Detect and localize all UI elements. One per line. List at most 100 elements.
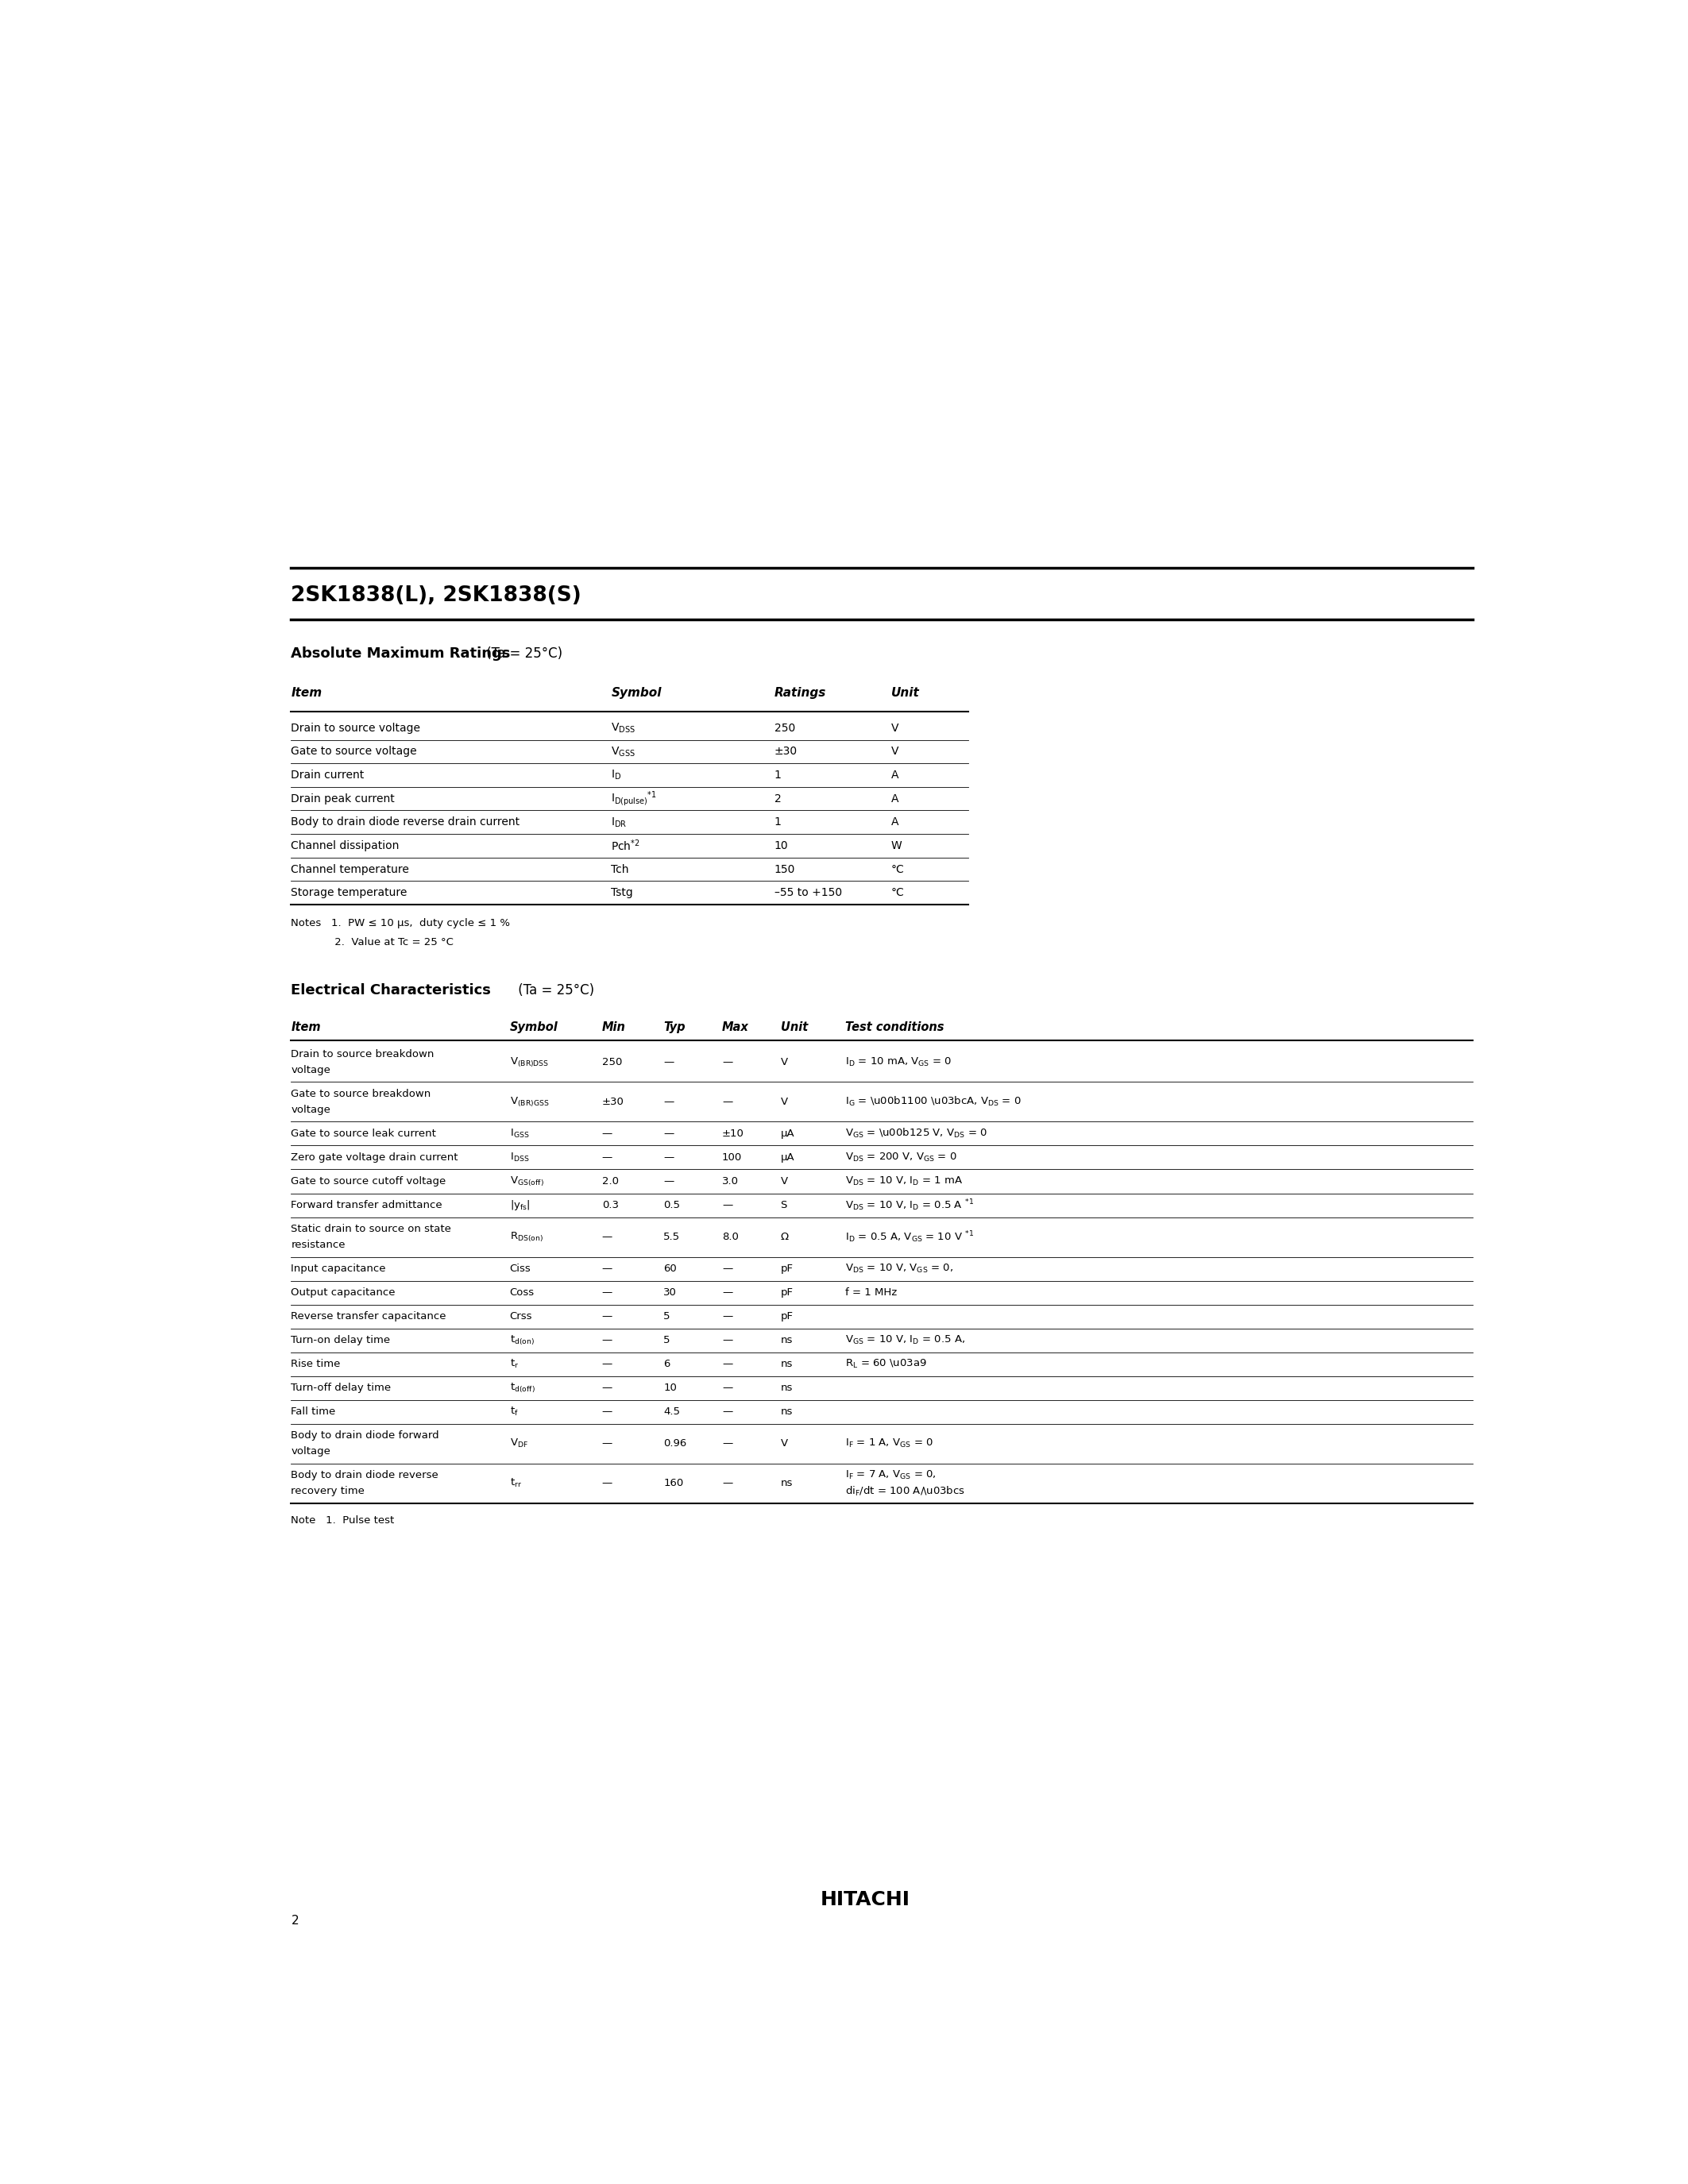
Text: Storage temperature: Storage temperature — [290, 887, 407, 898]
Text: Zero gate voltage drain current: Zero gate voltage drain current — [290, 1153, 457, 1162]
Text: 5: 5 — [663, 1310, 670, 1321]
Text: 2.0: 2.0 — [603, 1177, 618, 1186]
Text: ns: ns — [780, 1334, 793, 1345]
Text: —: — — [722, 1310, 733, 1321]
Text: Body to drain diode forward: Body to drain diode forward — [290, 1431, 439, 1441]
Text: pF: pF — [780, 1265, 793, 1273]
Text: t$_\mathregular{r}$: t$_\mathregular{r}$ — [510, 1358, 518, 1369]
Text: —: — — [603, 1153, 613, 1162]
Text: 4.5: 4.5 — [663, 1406, 680, 1417]
Text: —: — — [722, 1199, 733, 1210]
Text: V$_\mathregular{GS(off)}$: V$_\mathregular{GS(off)}$ — [510, 1175, 544, 1188]
Text: —: — — [722, 1289, 733, 1297]
Text: μA: μA — [780, 1153, 795, 1162]
Text: Note   1.  Pulse test: Note 1. Pulse test — [290, 1516, 395, 1527]
Text: Body to drain diode reverse drain current: Body to drain diode reverse drain curren… — [290, 817, 520, 828]
Text: 10: 10 — [775, 841, 788, 852]
Text: I$_\mathregular{D}$ = 0.5 A, V$_\mathregular{GS}$ = 10 V $^{*1}$: I$_\mathregular{D}$ = 0.5 A, V$_\mathreg… — [846, 1230, 974, 1245]
Text: °C: °C — [891, 887, 905, 898]
Text: Reverse transfer capacitance: Reverse transfer capacitance — [290, 1310, 446, 1321]
Text: Typ: Typ — [663, 1020, 685, 1033]
Text: ns: ns — [780, 1406, 793, 1417]
Text: —: — — [603, 1265, 613, 1273]
Text: ns: ns — [780, 1382, 793, 1393]
Text: I$_\mathregular{D(pulse)}$$^{*1}$: I$_\mathregular{D(pulse)}$$^{*1}$ — [611, 791, 657, 808]
Text: Crss: Crss — [510, 1310, 532, 1321]
Text: 1: 1 — [775, 817, 782, 828]
Text: 250: 250 — [603, 1057, 623, 1068]
Text: 8.0: 8.0 — [722, 1232, 739, 1243]
Text: (Ta = 25°C): (Ta = 25°C) — [481, 646, 562, 660]
Text: voltage: voltage — [290, 1105, 331, 1116]
Text: —: — — [603, 1479, 613, 1489]
Text: —: — — [663, 1177, 674, 1186]
Text: V$_\mathregular{GSS}$: V$_\mathregular{GSS}$ — [611, 745, 636, 758]
Text: —: — — [663, 1129, 674, 1138]
Text: V: V — [891, 723, 898, 734]
Text: A: A — [891, 817, 898, 828]
Text: pF: pF — [780, 1289, 793, 1297]
Text: 2SK1838(L), 2SK1838(S): 2SK1838(L), 2SK1838(S) — [290, 585, 582, 605]
Text: V$_\mathregular{DS}$ = 10 V, V$_\mathregular{GS}$ = 0,: V$_\mathregular{DS}$ = 10 V, V$_\mathreg… — [846, 1262, 954, 1275]
Text: 60: 60 — [663, 1265, 677, 1273]
Text: —: — — [663, 1096, 674, 1107]
Text: Gate to source voltage: Gate to source voltage — [290, 747, 417, 758]
Text: Drain to source breakdown: Drain to source breakdown — [290, 1048, 434, 1059]
Text: Gate to source cutoff voltage: Gate to source cutoff voltage — [290, 1177, 446, 1186]
Text: Gate to source breakdown: Gate to source breakdown — [290, 1090, 430, 1099]
Text: S: S — [780, 1199, 787, 1210]
Text: t$_\mathregular{d(on)}$: t$_\mathregular{d(on)}$ — [510, 1334, 535, 1348]
Text: —: — — [603, 1382, 613, 1393]
Text: Forward transfer admittance: Forward transfer admittance — [290, 1199, 442, 1210]
Text: Item: Item — [290, 1020, 321, 1033]
Text: 2: 2 — [775, 793, 782, 804]
Text: 3.0: 3.0 — [722, 1177, 739, 1186]
Text: V$_\mathregular{DF}$: V$_\mathregular{DF}$ — [510, 1437, 528, 1450]
Text: HITACHI: HITACHI — [820, 1889, 910, 1909]
Text: voltage: voltage — [290, 1446, 331, 1457]
Text: resistance: resistance — [290, 1241, 346, 1249]
Text: Rise time: Rise time — [290, 1358, 341, 1369]
Text: —: — — [663, 1153, 674, 1162]
Text: 150: 150 — [775, 863, 795, 876]
Text: V$_\mathregular{(BR)DSS}$: V$_\mathregular{(BR)DSS}$ — [510, 1055, 549, 1068]
Text: —: — — [603, 1439, 613, 1448]
Text: —: — — [663, 1057, 674, 1068]
Text: Notes   1.  PW ≤ 10 μs,  duty cycle ≤ 1 %: Notes 1. PW ≤ 10 μs, duty cycle ≤ 1 % — [290, 917, 510, 928]
Text: Ω: Ω — [780, 1232, 788, 1243]
Text: Turn-off delay time: Turn-off delay time — [290, 1382, 392, 1393]
Text: V: V — [780, 1439, 788, 1448]
Text: I$_\mathregular{F}$ = 7 A, V$_\mathregular{GS}$ = 0,: I$_\mathregular{F}$ = 7 A, V$_\mathregul… — [846, 1470, 937, 1481]
Text: Ciss: Ciss — [510, 1265, 530, 1273]
Text: Input capacitance: Input capacitance — [290, 1265, 387, 1273]
Text: Turn-on delay time: Turn-on delay time — [290, 1334, 390, 1345]
Text: V: V — [891, 747, 898, 758]
Text: 2: 2 — [290, 1915, 299, 1926]
Text: Coss: Coss — [510, 1289, 535, 1297]
Text: recovery time: recovery time — [290, 1487, 365, 1496]
Text: —: — — [603, 1129, 613, 1138]
Text: V$_\mathregular{DS}$ = 10 V, I$_\mathregular{D}$ = 1 mA: V$_\mathregular{DS}$ = 10 V, I$_\mathreg… — [846, 1175, 962, 1188]
Text: 100: 100 — [722, 1153, 743, 1162]
Text: ±10: ±10 — [722, 1129, 744, 1138]
Text: I$_\mathregular{F}$ = 1 A, V$_\mathregular{GS}$ = 0: I$_\mathregular{F}$ = 1 A, V$_\mathregul… — [846, 1437, 933, 1450]
Text: Drain peak current: Drain peak current — [290, 793, 395, 804]
Text: V$_\mathregular{(BR)GSS}$: V$_\mathregular{(BR)GSS}$ — [510, 1096, 549, 1107]
Text: —: — — [722, 1057, 733, 1068]
Text: V$_\mathregular{GS}$ = \u00b125 V, V$_\mathregular{DS}$ = 0: V$_\mathregular{GS}$ = \u00b125 V, V$_\m… — [846, 1127, 987, 1140]
Text: di$_\mathregular{F}$/dt = 100 A/\u03bcs: di$_\mathregular{F}$/dt = 100 A/\u03bcs — [846, 1485, 966, 1498]
Text: Min: Min — [603, 1020, 626, 1033]
Text: Max: Max — [722, 1020, 749, 1033]
Text: —: — — [722, 1358, 733, 1369]
Text: voltage: voltage — [290, 1066, 331, 1075]
Text: |y$_\mathregular{fs}$|: |y$_\mathregular{fs}$| — [510, 1199, 530, 1212]
Text: 10: 10 — [663, 1382, 677, 1393]
Text: pF: pF — [780, 1310, 793, 1321]
Text: —: — — [722, 1334, 733, 1345]
Text: 2.  Value at Tc = 25 °C: 2. Value at Tc = 25 °C — [290, 937, 454, 948]
Text: t$_\mathregular{f}$: t$_\mathregular{f}$ — [510, 1406, 518, 1417]
Text: —: — — [603, 1289, 613, 1297]
Text: V$_\mathregular{GS}$ = 10 V, I$_\mathregular{D}$ = 0.5 A,: V$_\mathregular{GS}$ = 10 V, I$_\mathreg… — [846, 1334, 966, 1345]
Text: Channel dissipation: Channel dissipation — [290, 841, 400, 852]
Text: —: — — [603, 1358, 613, 1369]
